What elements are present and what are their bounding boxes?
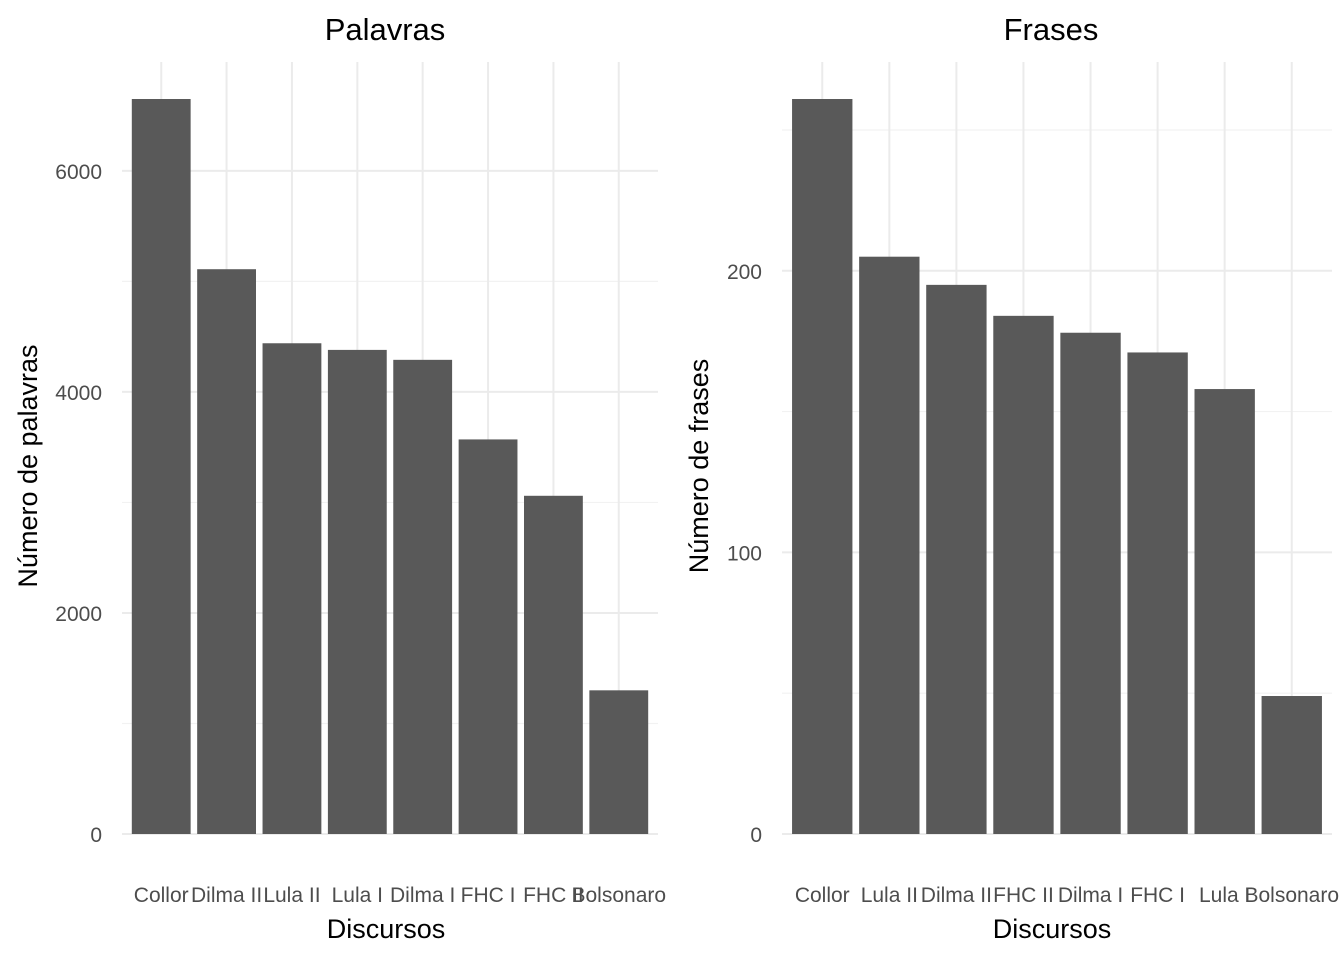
- bar-palavras-lula-i: [327, 349, 387, 834]
- y-tick-label-palavras-2: 4000: [55, 382, 102, 405]
- x-tick-label-frases-lula-ii: Lula II: [861, 884, 918, 907]
- y-tick-label-frases-0: 0: [750, 824, 762, 847]
- x-tick-label-palavras-collor: Collor: [134, 884, 189, 907]
- bar-palavras-collor: [131, 99, 191, 834]
- panel-palavras: 0 2000 4000 6000 Collor Dilma II Lula II Lula I…: [13, 12, 666, 944]
- x-tick-label-frases-collor: Collor: [795, 884, 850, 907]
- y-tick-label-palavras-3: 6000: [55, 161, 102, 184]
- bar-frases-bolsonaro: [1261, 696, 1322, 834]
- y-axis-title-palavras: Número de palavras: [13, 344, 43, 587]
- bar-palavras-lula-ii: [262, 343, 322, 834]
- y-tick-label-frases-1: 100: [727, 542, 762, 565]
- x-tick-label-palavras-fhc-ii: FHC II: [523, 884, 584, 907]
- bar-frases-fhc-ii: [993, 315, 1054, 834]
- y-tick-label-palavras-1: 2000: [55, 603, 102, 626]
- x-tick-label-frases-dilma-i: Dilma I: [1058, 884, 1123, 907]
- bar-frases-dilma-i: [1060, 332, 1121, 834]
- bar-frases-fhc-i: [1127, 352, 1188, 834]
- chart-title-palavras: Palavras: [325, 12, 446, 47]
- x-tick-label-palavras-dilma-i: Dilma I: [390, 884, 455, 907]
- y-tick-label-frases-2: 200: [727, 261, 762, 284]
- x-tick-label-frases-fhc-i: FHC I: [1130, 884, 1185, 907]
- ticks-palavras: 0 2000 4000 6000 Collor Dilma II Lula II Lula I…: [55, 161, 666, 907]
- y-axis-title-frases: Número de frases: [684, 359, 714, 574]
- x-tick-label-frases-dilma-ii: Dilma II: [921, 884, 992, 907]
- bars-frases: [792, 99, 1322, 834]
- x-tick-label-frases-lula-i: Lula I: [1199, 884, 1250, 907]
- bar-frases-collor: [792, 99, 853, 834]
- y-tick-label-palavras-0: 0: [90, 824, 102, 847]
- bars-palavras: [131, 99, 649, 834]
- bar-palavras-fhc-i: [458, 439, 518, 834]
- x-tick-label-palavras-lula-i: Lula I: [332, 884, 383, 907]
- x-tick-label-palavras-bolsonaro: Bolsonaro: [571, 884, 666, 907]
- bar-frases-lula-i: [1194, 389, 1255, 834]
- bar-palavras-bolsonaro: [589, 690, 649, 834]
- bar-frases-lula-ii: [859, 256, 920, 834]
- bar-palavras-fhc-ii: [524, 495, 583, 834]
- x-tick-label-palavras-dilma-ii: Dilma II: [191, 884, 262, 907]
- bar-palavras-dilma-i: [393, 359, 453, 834]
- x-tick-label-palavras-fhc-i: FHC I: [461, 884, 516, 907]
- bar-frases-dilma-ii: [926, 284, 987, 834]
- panel-frases: 0 100 200 Collor Lula II Dilma II FHC II Dilma …: [684, 12, 1339, 944]
- chart-title-frases: Frases: [1004, 12, 1099, 47]
- x-axis-title-frases: Discursos: [993, 914, 1112, 944]
- bar-palavras-dilma-ii: [197, 269, 256, 834]
- x-tick-label-palavras-lula-ii: Lula II: [263, 884, 320, 907]
- x-axis-title-palavras: Discursos: [327, 914, 446, 944]
- x-tick-label-frases-fhc-ii: FHC II: [993, 884, 1054, 907]
- x-tick-label-frases-bolsonaro: Bolsonaro: [1244, 884, 1339, 907]
- ticks-frases: 0 100 200 Collor Lula II Dilma II FHC II Dilma …: [727, 261, 1339, 907]
